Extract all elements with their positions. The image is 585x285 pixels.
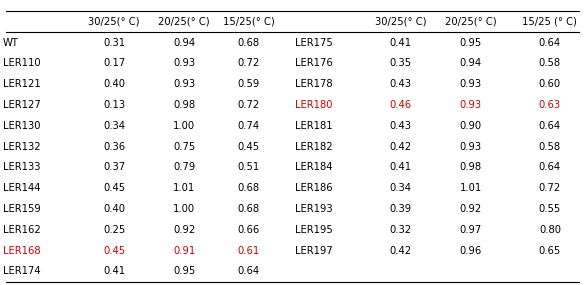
Text: LER186: LER186 [295,183,333,193]
Text: 0.17: 0.17 [103,58,125,68]
Text: 0.37: 0.37 [103,162,125,172]
Text: 0.74: 0.74 [238,121,260,131]
Text: 0.42: 0.42 [390,246,412,256]
Text: 0.75: 0.75 [173,142,195,152]
Text: 0.60: 0.60 [539,79,561,89]
Text: 0.93: 0.93 [173,79,195,89]
Text: LER162: LER162 [3,225,41,235]
Text: LER144: LER144 [3,183,40,193]
Text: LER175: LER175 [295,38,333,48]
Text: LER132: LER132 [3,142,40,152]
Text: 0.46: 0.46 [390,100,412,110]
Text: 0.95: 0.95 [173,266,195,276]
Text: 20/25(° C): 20/25(° C) [159,17,210,27]
Text: WT: WT [3,38,19,48]
Text: 0.65: 0.65 [539,246,561,256]
Text: 0.41: 0.41 [390,162,412,172]
Text: 0.35: 0.35 [390,58,412,68]
Text: LER127: LER127 [3,100,41,110]
Text: 0.95: 0.95 [460,38,482,48]
Text: LER193: LER193 [295,204,333,214]
Text: 0.72: 0.72 [238,100,260,110]
Text: 0.90: 0.90 [460,121,482,131]
Text: 0.98: 0.98 [460,162,482,172]
Text: LER176: LER176 [295,58,333,68]
Text: 0.58: 0.58 [539,58,561,68]
Text: 0.97: 0.97 [460,225,482,235]
Text: LER159: LER159 [3,204,41,214]
Text: 0.45: 0.45 [103,183,125,193]
Text: 0.93: 0.93 [460,100,482,110]
Text: 0.31: 0.31 [103,38,125,48]
Text: 0.13: 0.13 [103,100,125,110]
Text: 0.43: 0.43 [390,121,412,131]
Text: 0.93: 0.93 [460,79,482,89]
Text: 0.45: 0.45 [238,142,260,152]
Text: 0.25: 0.25 [103,225,125,235]
Text: 0.92: 0.92 [173,225,195,235]
Text: 15/25(° C): 15/25(° C) [223,17,274,27]
Text: 30/25(° C): 30/25(° C) [375,17,426,27]
Text: 0.91: 0.91 [173,246,195,256]
Text: 20/25(° C): 20/25(° C) [445,17,497,27]
Text: LER181: LER181 [295,121,333,131]
Text: 0.58: 0.58 [539,142,561,152]
Text: 0.68: 0.68 [238,38,260,48]
Text: 0.32: 0.32 [390,225,412,235]
Text: LER110: LER110 [3,58,40,68]
Text: 0.40: 0.40 [103,204,125,214]
Text: LER180: LER180 [295,100,333,110]
Text: 1.00: 1.00 [173,204,195,214]
Text: 0.66: 0.66 [238,225,260,235]
Text: LER174: LER174 [3,266,40,276]
Text: 0.34: 0.34 [103,121,125,131]
Text: 0.80: 0.80 [539,225,561,235]
Text: 0.68: 0.68 [238,183,260,193]
Text: LER121: LER121 [3,79,41,89]
Text: 0.93: 0.93 [460,142,482,152]
Text: 0.64: 0.64 [539,162,561,172]
Text: 0.51: 0.51 [238,162,260,172]
Text: 0.98: 0.98 [173,100,195,110]
Text: 0.55: 0.55 [539,204,561,214]
Text: LER184: LER184 [295,162,333,172]
Text: 0.61: 0.61 [238,246,260,256]
Text: 0.93: 0.93 [173,58,195,68]
Text: 1.01: 1.01 [460,183,482,193]
Text: 0.64: 0.64 [238,266,260,276]
Text: 0.94: 0.94 [173,38,195,48]
Text: 0.72: 0.72 [539,183,561,193]
Text: 0.45: 0.45 [103,246,125,256]
Text: 0.64: 0.64 [539,121,561,131]
Text: 0.39: 0.39 [390,204,412,214]
Text: 0.68: 0.68 [238,204,260,214]
Text: 0.96: 0.96 [460,246,482,256]
Text: LER182: LER182 [295,142,333,152]
Text: LER197: LER197 [295,246,333,256]
Text: 1.00: 1.00 [173,121,195,131]
Text: 30/25(° C): 30/25(° C) [88,17,140,27]
Text: 0.41: 0.41 [390,38,412,48]
Text: 0.59: 0.59 [238,79,260,89]
Text: 1.01: 1.01 [173,183,195,193]
Text: 0.64: 0.64 [539,38,561,48]
Text: 0.40: 0.40 [103,79,125,89]
Text: 0.41: 0.41 [103,266,125,276]
Text: 0.42: 0.42 [390,142,412,152]
Text: 0.63: 0.63 [539,100,561,110]
Text: LER133: LER133 [3,162,40,172]
Text: 15/25 (° C): 15/25 (° C) [522,17,577,27]
Text: 0.34: 0.34 [390,183,412,193]
Text: 0.92: 0.92 [460,204,482,214]
Text: LER168: LER168 [3,246,40,256]
Text: 0.36: 0.36 [103,142,125,152]
Text: 0.72: 0.72 [238,58,260,68]
Text: LER130: LER130 [3,121,40,131]
Text: 0.43: 0.43 [390,79,412,89]
Text: 0.79: 0.79 [173,162,195,172]
Text: LER195: LER195 [295,225,333,235]
Text: 0.94: 0.94 [460,58,482,68]
Text: LER178: LER178 [295,79,333,89]
